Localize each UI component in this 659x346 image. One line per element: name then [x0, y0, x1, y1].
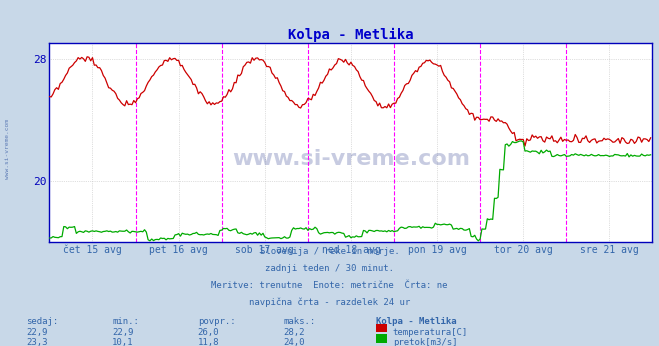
Text: 26,0: 26,0	[198, 328, 219, 337]
Text: 22,9: 22,9	[112, 328, 134, 337]
Text: Kolpa - Metlika: Kolpa - Metlika	[376, 317, 456, 326]
Text: pretok[m3/s]: pretok[m3/s]	[393, 338, 457, 346]
Text: navpična črta - razdelek 24 ur: navpična črta - razdelek 24 ur	[249, 297, 410, 307]
Text: povpr.:: povpr.:	[198, 317, 235, 326]
Text: min.:: min.:	[112, 317, 139, 326]
Text: Meritve: trenutne  Enote: metrične  Črta: ne: Meritve: trenutne Enote: metrične Črta: …	[212, 281, 447, 290]
Text: temperatura[C]: temperatura[C]	[393, 328, 468, 337]
Text: sedaj:: sedaj:	[26, 317, 59, 326]
Text: 22,9: 22,9	[26, 328, 48, 337]
Text: 24,0: 24,0	[283, 338, 305, 346]
Text: 28,2: 28,2	[283, 328, 305, 337]
Text: maks.:: maks.:	[283, 317, 316, 326]
Text: www.si-vreme.com: www.si-vreme.com	[5, 119, 11, 179]
Text: 10,1: 10,1	[112, 338, 134, 346]
Text: 11,8: 11,8	[198, 338, 219, 346]
Text: zadnji teden / 30 minut.: zadnji teden / 30 minut.	[265, 264, 394, 273]
Text: Slovenija / reke in morje.: Slovenija / reke in morje.	[260, 247, 399, 256]
Title: Kolpa - Metlika: Kolpa - Metlika	[288, 28, 414, 42]
Text: 23,3: 23,3	[26, 338, 48, 346]
Text: www.si-vreme.com: www.si-vreme.com	[232, 149, 470, 169]
